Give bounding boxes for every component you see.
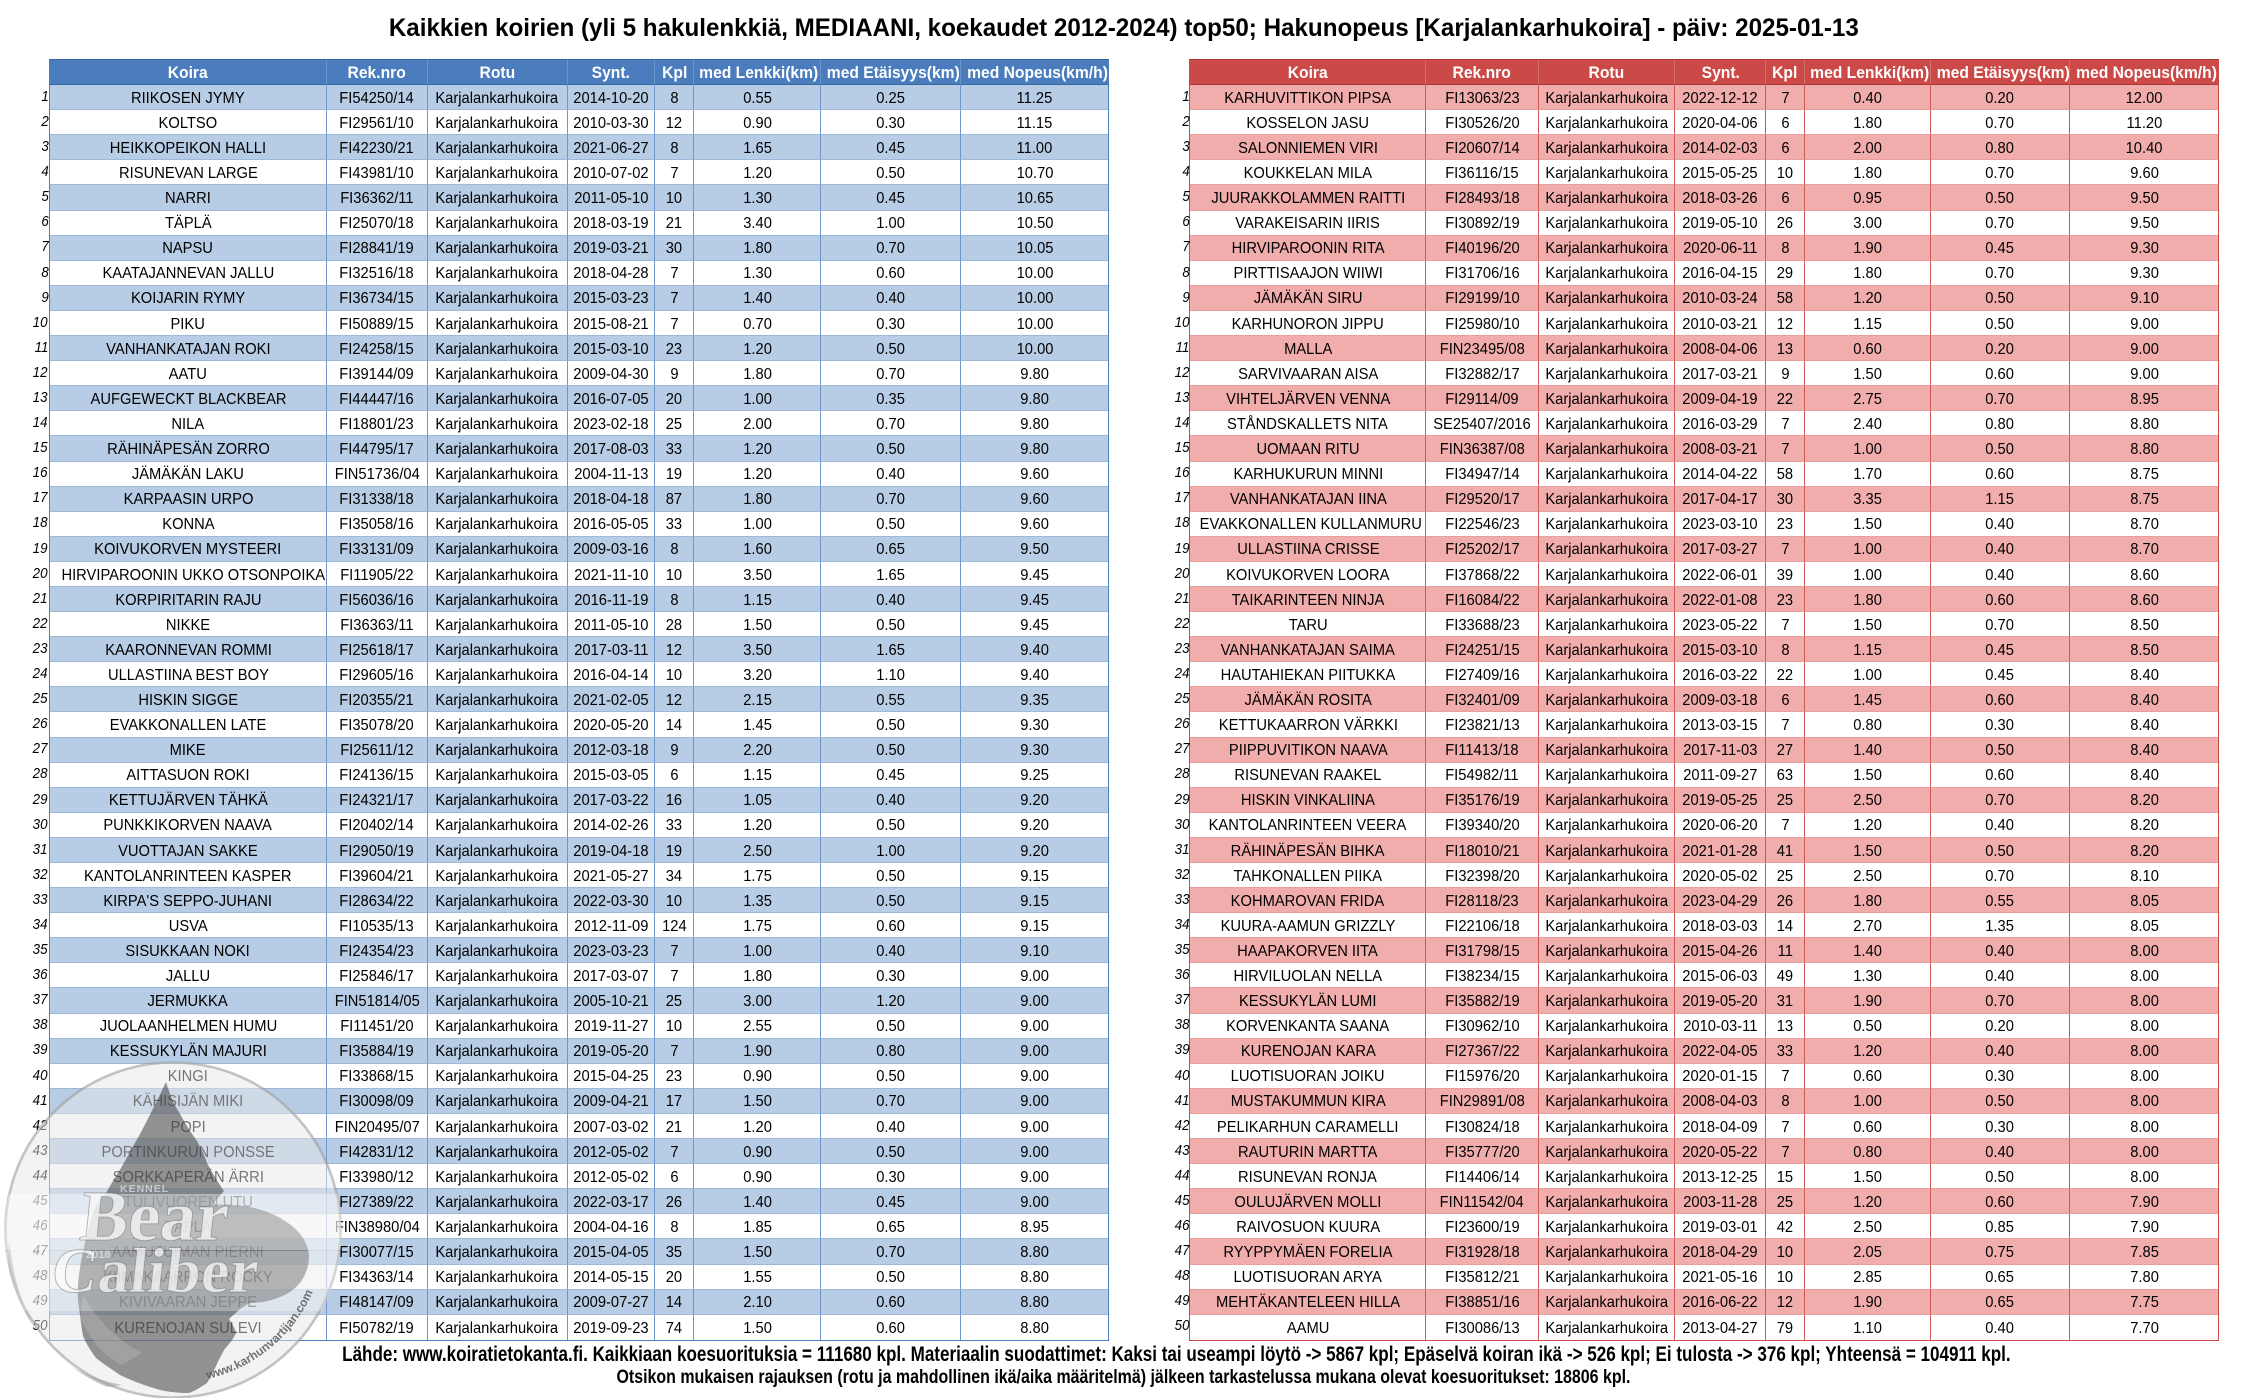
svg-text:Caliber: Caliber	[48, 1235, 262, 1306]
svg-text:KENNEL: KENNEL	[120, 1183, 169, 1195]
svg-text:Bear: Bear	[77, 1176, 233, 1256]
svg-text:2018: 2018	[86, 1249, 110, 1261]
